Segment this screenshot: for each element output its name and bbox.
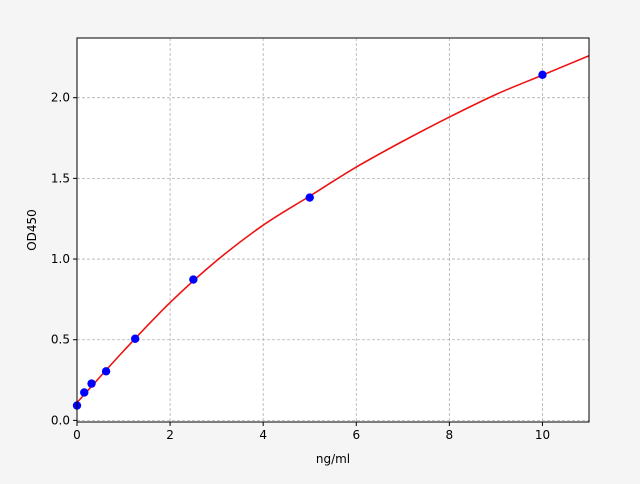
fit-curve-line <box>77 55 589 404</box>
x-tick-label: 0 <box>73 428 81 442</box>
x-tick-label: 10 <box>535 428 550 442</box>
x-axis-label: ng/ml <box>316 452 350 466</box>
data-point <box>101 367 111 376</box>
plot-area <box>77 38 589 422</box>
plot-layer <box>72 55 589 410</box>
x-tick-label: 2 <box>166 428 174 442</box>
x-tick-label: 8 <box>446 428 454 442</box>
data-point <box>538 70 547 79</box>
y-tick-label: 0.5 <box>51 333 70 347</box>
y-tick-label: 2.0 <box>51 91 70 105</box>
y-tick-label: 1.0 <box>51 252 70 266</box>
grid <box>76 38 589 422</box>
data-point <box>189 275 198 284</box>
data-point <box>80 388 89 397</box>
y-tick-label: 0.0 <box>51 413 70 427</box>
x-tick-label: 6 <box>352 428 360 442</box>
axes-frame <box>76 37 590 423</box>
data-point <box>305 193 314 202</box>
data-point <box>87 379 96 388</box>
data-point <box>130 334 140 343</box>
y-tick-label: 1.5 <box>51 171 70 185</box>
x-tick-label: 4 <box>259 428 267 442</box>
y-axis-label: OD450 <box>25 209 39 251</box>
ticks: 0 2 4 6 8 10 0.0 0.5 1.0 1.5 2.0 <box>51 91 550 442</box>
